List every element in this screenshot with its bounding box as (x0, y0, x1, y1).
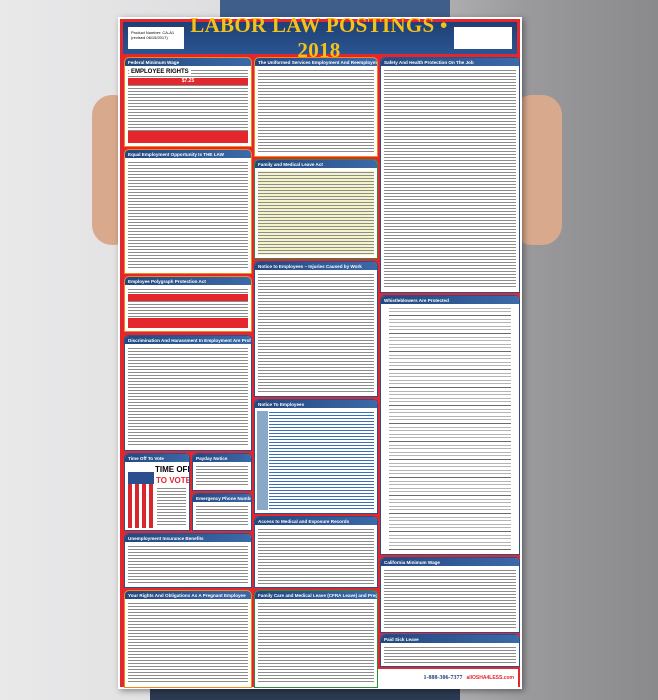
person-jeans (150, 686, 460, 700)
section-heading: Notice To Employees (255, 400, 377, 408)
poster-header: Product Number: CA-A1 (revised 06/15/201… (123, 13, 517, 62)
section-injuries: Notice to Employees – Injuries Caused by… (254, 261, 378, 397)
section-heading: California Minimum Wage (381, 558, 519, 566)
section-pregnant: Your Rights And Obligations As A Pregnan… (124, 590, 252, 688)
section-heading: Emergency Phone Numbers (193, 494, 251, 502)
section-heading: Access to Medical and Exposure Records (255, 517, 377, 525)
map-image (257, 411, 268, 510)
section-unemployment: Unemployment Insurance Benefits (124, 533, 252, 588)
section-heading: Notice to Employees – Injuries Caused by… (255, 262, 377, 270)
section-eeo: Equal Employment Opportunity Is THE LAW (124, 149, 252, 274)
section-payday: Payday Notice (192, 453, 252, 491)
employee-rights-label: EMPLOYEE RIGHTS (129, 69, 191, 76)
section-heading: Discrimination And Harassment In Employm… (125, 336, 251, 344)
section-heading: The Uniformed Services Employment And Re… (255, 58, 377, 66)
labor-law-poster: Product Number: CA-A1 (revised 06/15/201… (118, 13, 522, 689)
min-wage-value: $7.25 (181, 78, 195, 84)
section-heading: Your Rights And Obligations As A Pregnan… (125, 591, 251, 599)
to-vote-text: TO VOTE (156, 476, 190, 485)
section-heading: Payday Notice (193, 454, 251, 462)
section-userra: The Uniformed Services Employment And Re… (254, 57, 378, 157)
poster-footer: 1-888-306-7377 allOSHA4LESS.com (378, 669, 518, 687)
section-heading: Federal Minimum Wage (125, 58, 251, 66)
section-access: Access to Medical and Exposure Records (254, 516, 378, 588)
section-cfra: Family Care and Medical Leave (CFRA Leav… (254, 590, 378, 688)
section-whistleblowers: Whistleblowers Are Protected (380, 295, 520, 555)
section-notice: Notice To Employees (254, 399, 378, 514)
section-heading: Family Care and Medical Leave (CFRA Leav… (255, 591, 377, 599)
section-polygraph: Employee Polygraph Protection Act (124, 276, 252, 332)
section-heading: Equal Employment Opportunity Is THE LAW (125, 150, 251, 158)
section-paid-sick-leave: Paid Sick Leave (380, 634, 520, 667)
footer-logo: allOSHA4LESS.com (466, 675, 514, 681)
section-ca-min-wage: California Minimum Wage (380, 557, 520, 633)
section-heading: Whistleblowers Are Protected (381, 296, 519, 304)
footer-bar (128, 131, 248, 143)
footer-bar (128, 318, 248, 328)
time-off-text: TIME OFF (155, 465, 189, 474)
section-heading: Time Off To Vote (125, 454, 189, 462)
section-discrimination: Discrimination And Harassment In Employm… (124, 335, 252, 451)
red-bar (128, 294, 248, 301)
poster-title: LABOR LAW POSTINGS • 2018 (190, 13, 448, 62)
section-heading: Paid Sick Leave (381, 635, 519, 643)
section-heading: Safety And Health Protection On The Job (381, 58, 519, 66)
footer-phone: 1-888-306-7377 (423, 675, 463, 681)
section-heading: Family and Medical Leave Act (255, 160, 377, 168)
section-time-off-vote: Time Off To Vote TIME OFF TO VOTE (124, 453, 190, 531)
section-federal-min-wage: Federal Minimum Wage EMPLOYEE RIGHTS $7.… (124, 57, 252, 147)
section-heading: Employee Polygraph Protection Act (125, 277, 251, 285)
section-heading: Unemployment Insurance Benefits (125, 534, 251, 542)
min-wage-bar: $7.25 (128, 78, 248, 85)
section-safety: Safety And Health Protection On The Job (380, 57, 520, 293)
product-label: Product Number: CA-A1 (revised 06/15/201… (128, 27, 184, 49)
section-fmla: Family and Medical Leave Act (254, 159, 378, 259)
ballot-box-icon (128, 472, 154, 528)
poster-guide-box (454, 27, 512, 49)
section-emergency: Emergency Phone Numbers (192, 493, 252, 531)
